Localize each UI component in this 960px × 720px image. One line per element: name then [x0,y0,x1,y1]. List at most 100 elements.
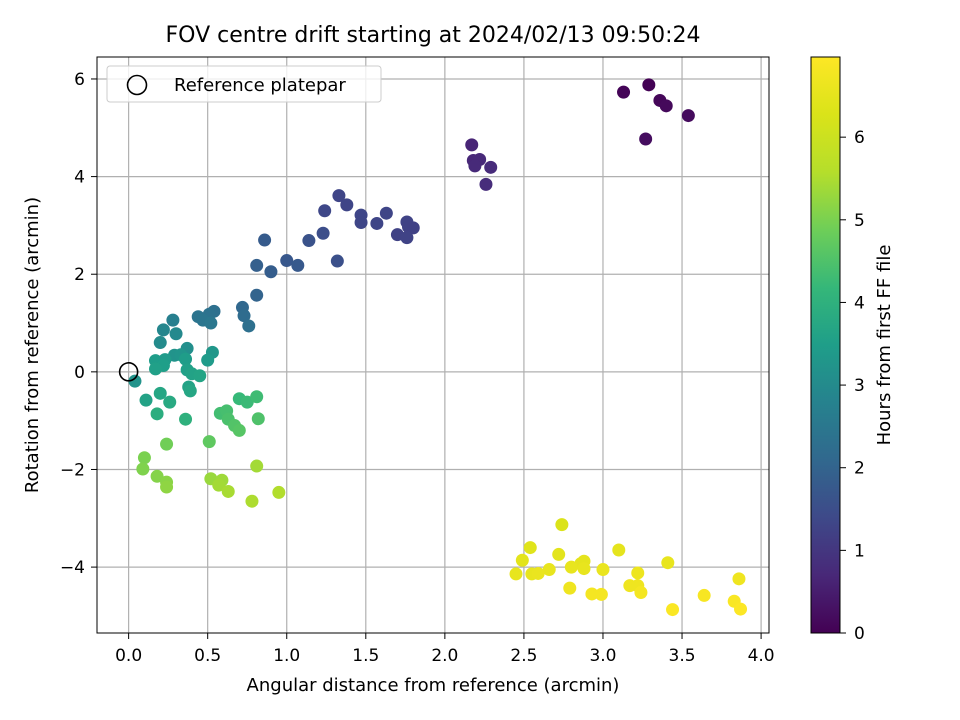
y-tick-label: 6 [74,70,85,90]
colorbar-tick-label: 3 [854,376,865,396]
data-point [250,390,264,404]
x-axis-label: Angular distance from reference (arcmin) [247,675,620,696]
data-point [160,480,174,494]
data-point [531,566,545,580]
data-point [332,189,346,203]
data-point [316,226,330,240]
data-point [379,206,393,220]
x-tick-label: 0.0 [115,646,142,666]
data-point [523,541,537,555]
data-point [183,384,197,398]
x-tick-label: 2.5 [510,646,537,666]
y-tick-label: 2 [74,265,85,285]
data-point [250,288,264,302]
data-point [509,567,523,581]
legend-marker [126,74,148,96]
colorbar-tick-label: 6 [854,128,865,148]
chart-title: FOV centre drift starting at 2024/02/13 … [166,23,701,48]
data-point [153,336,167,350]
colorbar-tick-label: 1 [854,541,865,561]
data-point [552,547,566,561]
data-point [258,233,272,247]
data-point [250,459,264,473]
data-point [237,309,251,323]
legend-label: Reference platepar [174,75,346,96]
data-point [272,485,286,499]
data-point [639,132,653,146]
data-point [232,423,246,437]
data-point [484,160,498,174]
colorbar-tick-label: 0 [854,624,865,644]
data-point [166,313,180,327]
data-point [160,437,174,451]
data-point [617,85,631,99]
data-point [681,109,695,123]
data-point [563,581,577,595]
data-point [594,587,608,601]
legend: Reference platepar [106,65,382,103]
data-point [179,352,193,366]
data-point [370,216,384,230]
data-point [149,362,163,376]
data-point [661,556,675,570]
colorbar-ticks: 0 1 2 3 4 5 6 [840,128,865,644]
data-point [212,478,226,492]
data-point [666,603,680,617]
data-point [291,258,305,272]
colorbar-label: Hours from first FF file [874,245,895,446]
data-point [163,395,177,409]
data-point [631,566,645,580]
colorbar-gradient [810,56,841,634]
data-point [354,215,368,229]
data-point [468,159,482,173]
data-point [302,234,316,248]
y-tick-label: −2 [60,460,85,480]
y-tick-label: 0 [74,363,85,383]
data-point [204,316,218,330]
colorbar-tick-label: 5 [854,211,865,231]
x-tick-label: 3.5 [669,646,696,666]
data-point [542,563,556,577]
data-point [153,386,167,400]
data-point [264,265,278,279]
data-point [585,587,599,601]
data-point [169,327,183,341]
data-point [280,254,294,268]
data-point [634,585,648,599]
y-axis-ticks: −4 −2 0 2 4 6 [60,70,97,578]
colorbar: 0 1 2 3 4 5 6 Hours from first FF file [810,56,895,644]
data-point [406,221,420,235]
data-point [555,518,569,532]
data-point [250,258,264,272]
data-point [128,374,142,388]
data-point [156,323,170,337]
x-axis-ticks: 0.0 0.5 1.0 1.5 2.0 2.5 3.0 3.5 4.0 [115,633,775,666]
data-point [201,353,215,367]
data-point [139,393,153,407]
data-point [732,572,746,586]
data-point [642,78,656,92]
legend-box [106,65,382,103]
data-point [612,543,626,557]
x-tick-label: 2.0 [431,646,458,666]
data-point [479,177,493,191]
data-point [150,407,164,421]
x-tick-label: 1.5 [352,646,379,666]
data-point [240,395,254,409]
y-axis-label: Rotation from reference (arcmin) [22,197,43,493]
x-tick-label: 1.0 [273,646,300,666]
data-point [221,484,235,498]
colorbar-tick-label: 2 [854,459,865,479]
data-point [659,99,673,113]
data-point [318,204,332,218]
reference-platepar-marker [118,362,139,382]
data-point [400,231,414,245]
data-point [596,563,610,577]
y-tick-label: −4 [60,558,85,578]
data-point [242,319,256,333]
data-point [734,602,748,616]
data-point [515,553,529,567]
data-point [564,560,578,574]
data-point [202,435,216,449]
